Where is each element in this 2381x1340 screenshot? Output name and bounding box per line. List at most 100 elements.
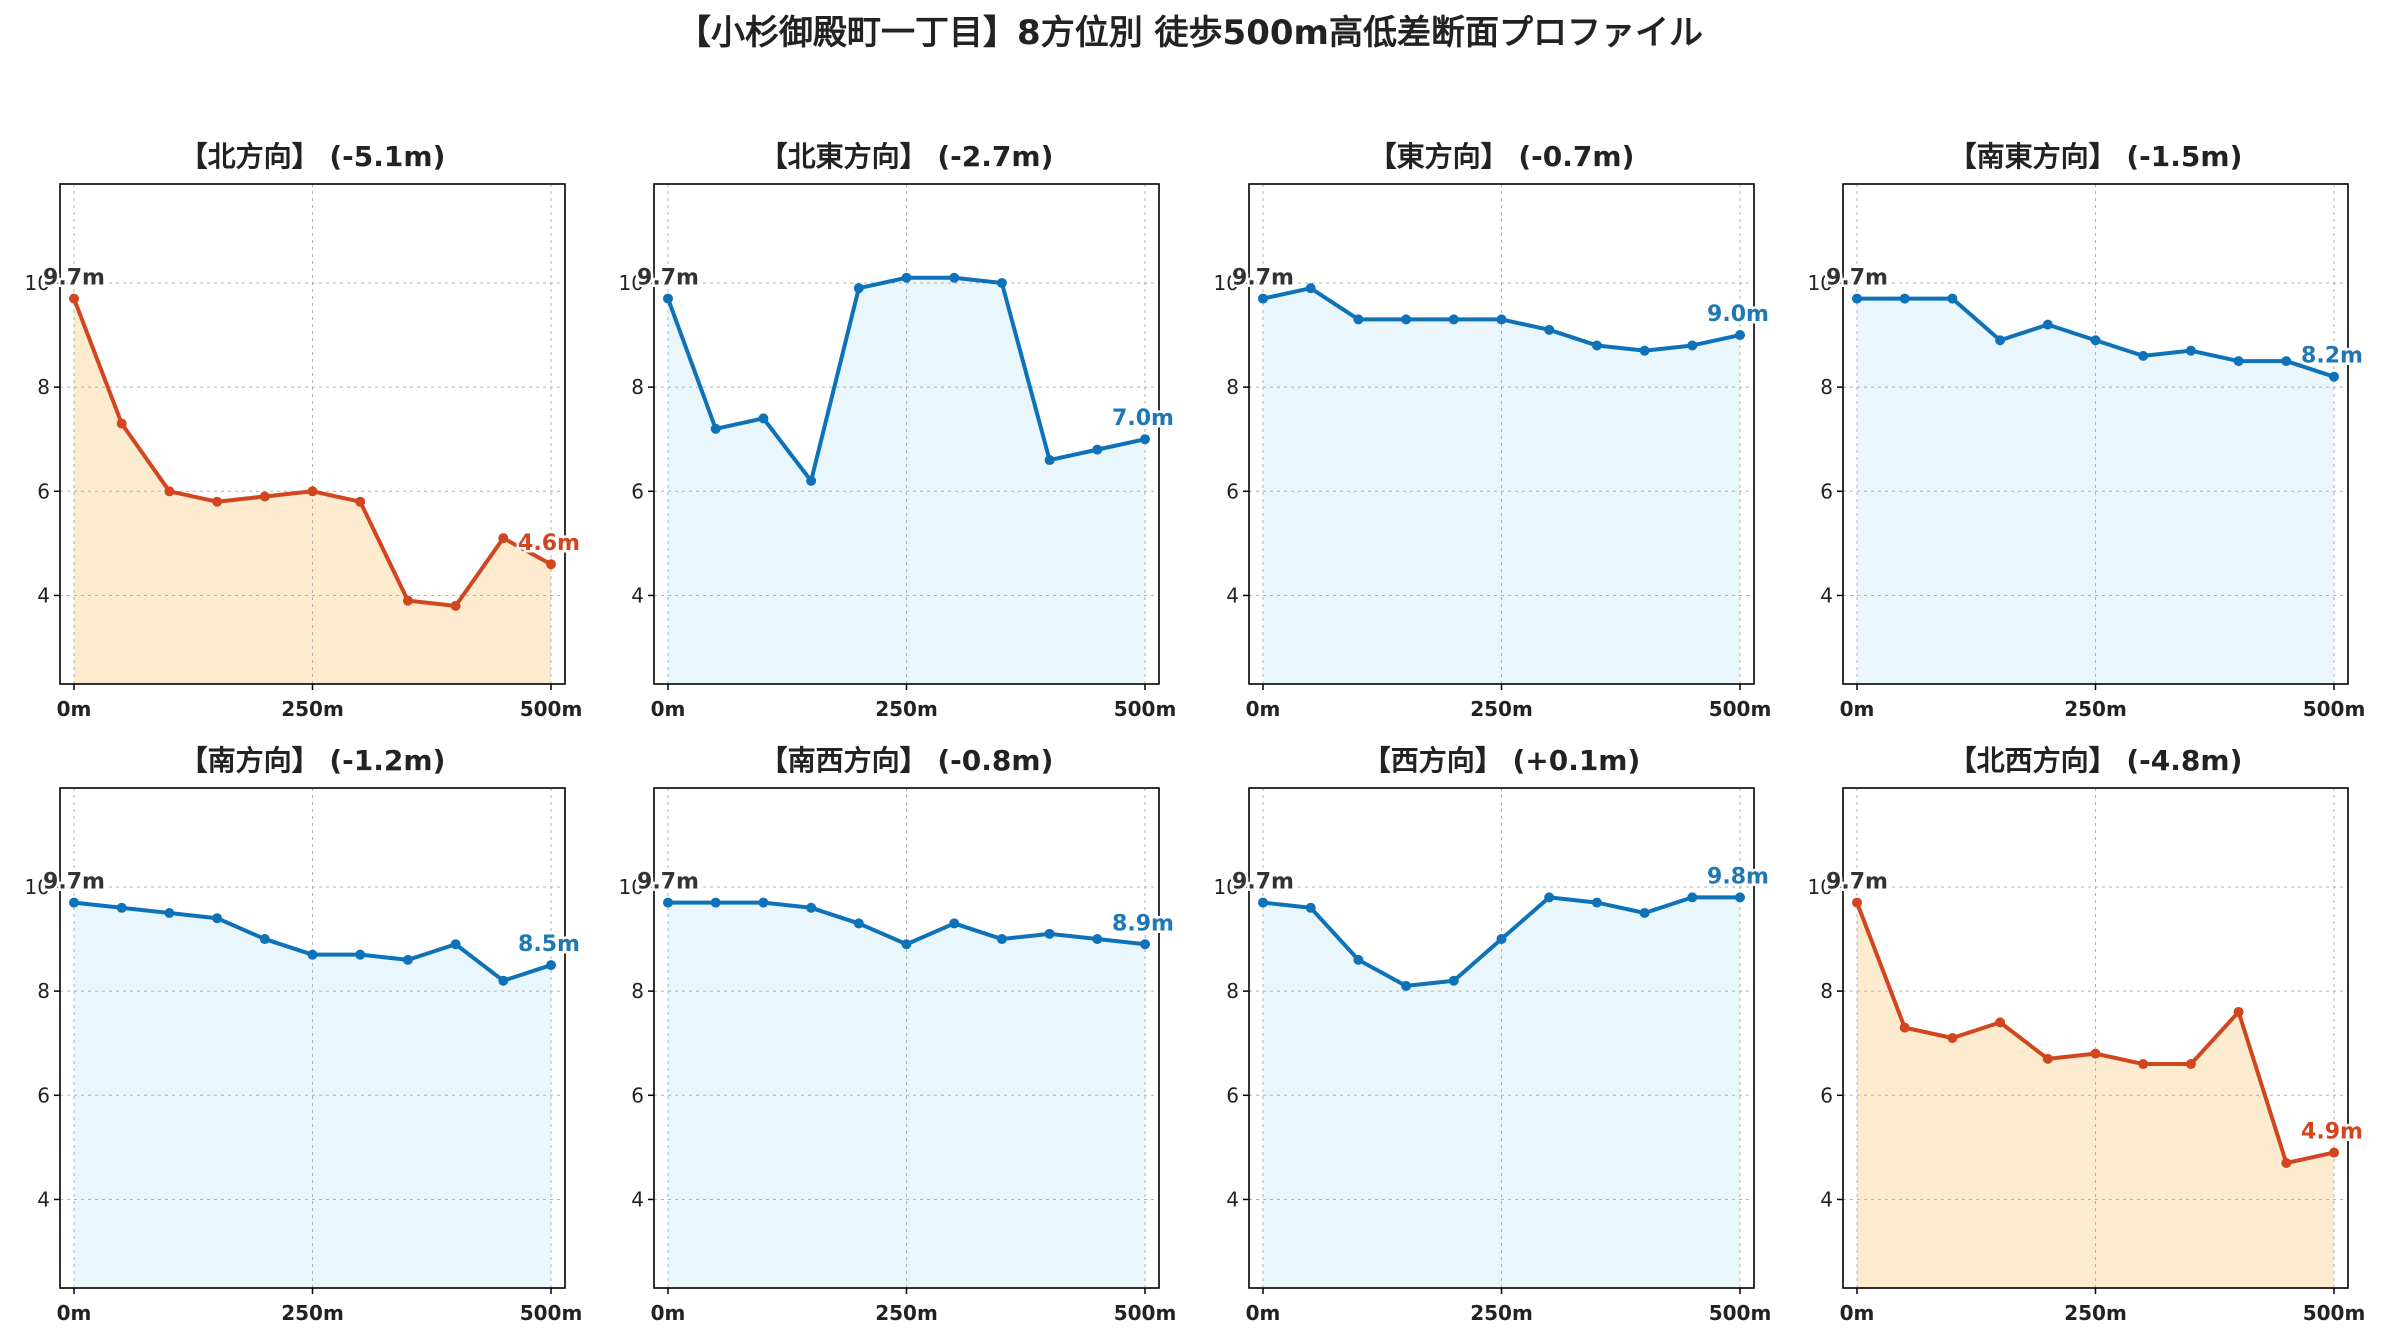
y-tick-label: 8 [37,375,50,399]
end-value-label: 8.5m [518,932,580,957]
data-point [1401,980,1412,991]
data-point [710,897,721,908]
data-point [1591,340,1602,351]
data-point [1044,455,1055,466]
data-point [2233,356,2244,367]
panel-title: 【西方向】 (+0.1m) [1363,744,1641,777]
end-value-label: 9.0m [1707,302,1769,327]
data-point [2185,345,2196,356]
y-tick-label: 8 [631,375,644,399]
x-tick-label: 500m [2303,697,2366,721]
panel-title: 【東方向】 (-0.7m) [1369,140,1635,173]
y-tick-label: 4 [37,583,50,607]
end-value-label: 8.2m [2301,344,2363,369]
data-point [996,277,1007,288]
data-point [116,902,127,913]
x-tick-label: 250m [1470,697,1533,721]
data-point [1140,939,1150,950]
data-point [1401,314,1412,325]
y-tick-label: 8 [1820,979,1833,1003]
data-point [212,496,223,507]
y-tick-label: 10 [1808,875,1833,899]
y-tick-label: 8 [37,979,50,1003]
y-tick-label: 10 [619,875,644,899]
data-point [2329,1147,2339,1158]
data-point [355,496,366,507]
data-point [806,902,817,913]
data-point [1852,897,1862,908]
chart-panel: 【北東方向】 (-2.7m) 0m 250m 500m 4 6 8 109.7m 7.0m [619,140,1177,721]
data-point [164,908,175,918]
data-point [1995,335,2006,346]
data-point [1899,1022,1910,1033]
data-point [69,293,79,304]
figure-title: 【小杉御殿町一丁目】8方位別 徒歩500m高低差断面プロファイル [677,13,1703,53]
y-tick-label: 6 [631,1083,644,1107]
y-tick-label: 4 [37,1187,50,1211]
y-tick-label: 10 [619,271,644,295]
start-value-label: 9.7m [43,870,105,895]
x-tick-label: 250m [875,697,938,721]
data-point [1735,892,1745,903]
x-tick-label: 0m [1246,697,1281,721]
x-tick-label: 250m [875,1301,938,1325]
data-point [2185,1059,2196,1070]
y-tick-label: 4 [1226,583,1239,607]
data-point [1140,434,1150,445]
data-point [1496,934,1507,945]
data-point [2233,1006,2244,1017]
chart-panel: 【北西方向】 (-4.8m) 0m 250m 500m 4 6 8 109.7m 4.9m [1808,744,2366,1325]
data-point [1639,908,1650,918]
y-tick-label: 6 [1820,1083,1833,1107]
data-point [901,272,912,283]
data-point [212,913,223,924]
x-tick-label: 500m [1709,697,1772,721]
panels: 【北方向】 (-5.1m)0m 250m 500m468109.7m4.6m【北東方… [25,140,2366,1325]
data-point [806,475,817,486]
y-tick-label: 10 [25,271,50,295]
y-tick-label: 8 [1820,375,1833,399]
data-point [2090,335,2101,346]
data-point [450,939,461,950]
x-tick-label: 0m [1840,1301,1875,1325]
y-tick-label: 6 [1820,479,1833,503]
data-point [1448,975,1459,986]
data-point [1947,293,1958,304]
data-point [1995,1017,2006,1028]
start-value-label: 9.7m [1232,870,1294,895]
data-point [1353,954,1364,965]
data-point [1947,1033,1958,1043]
data-point [1687,340,1698,351]
panel-title: 【北方向】 (-5.1m) [180,140,446,173]
x-tick-label: 0m [1840,697,1875,721]
y-tick-label: 10 [1214,875,1239,899]
data-point [901,939,912,950]
data-point [2090,1048,2101,1059]
panel-title: 【北西方向】 (-4.8m) [1949,744,2243,777]
x-tick-label: 0m [57,697,92,721]
data-point [1092,444,1103,455]
data-point [546,960,556,971]
data-point [949,918,960,929]
x-tick-label: 250m [281,697,344,721]
data-point [2042,1053,2053,1064]
data-point [758,413,769,424]
data-point [1544,892,1555,903]
y-tick-label: 6 [1226,479,1239,503]
end-value-label: 4.6m [518,531,580,556]
data-point [853,283,864,294]
data-point [853,918,864,929]
data-point [758,897,769,908]
data-point [498,975,509,986]
data-point [1591,897,1602,908]
y-tick-label: 10 [25,875,50,899]
chart-panel: 【南方向】 (-1.2m) 0m 250m 500m 4 6 8 109.7m 8.5m [25,744,583,1325]
data-point [2329,371,2339,382]
data-point [259,491,270,502]
data-point [1639,345,1650,356]
x-tick-label: 500m [2303,1301,2366,1325]
y-tick-label: 6 [631,479,644,503]
data-point [164,486,175,497]
data-point [2281,1158,2292,1168]
data-point [402,954,413,965]
